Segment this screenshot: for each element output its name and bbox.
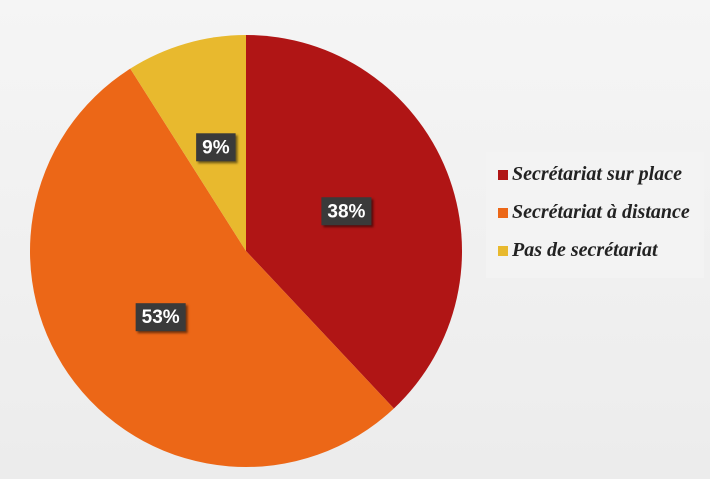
- legend-label: Pas de secrétariat: [512, 239, 658, 261]
- legend-swatch: [498, 170, 508, 180]
- legend-label: Secrétariat à distance: [512, 201, 690, 223]
- data-label-box: [321, 197, 372, 226]
- legend-swatch: [498, 208, 508, 218]
- data-label: 9%: [196, 133, 236, 162]
- pie-slice: [29, 68, 394, 468]
- legend-label: Secrétariat sur place: [512, 163, 682, 185]
- data-label-box: [135, 303, 186, 332]
- data-label-box: [196, 133, 236, 162]
- data-label-text: 53%: [142, 307, 180, 328]
- data-label: 53%: [135, 303, 186, 332]
- legend-item: Secrétariat à distance: [486, 198, 702, 226]
- legend: Secrétariat sur place Secrétariat à dista…: [486, 152, 704, 278]
- data-label-text: 9%: [202, 137, 230, 158]
- data-label-text: 38%: [327, 201, 365, 222]
- legend-swatch: [498, 246, 508, 256]
- legend-item: Pas de secrétariat: [486, 236, 702, 264]
- pie-slice: [130, 35, 246, 251]
- data-label: 38%: [321, 197, 372, 226]
- legend-item: Secrétariat sur place: [486, 160, 702, 188]
